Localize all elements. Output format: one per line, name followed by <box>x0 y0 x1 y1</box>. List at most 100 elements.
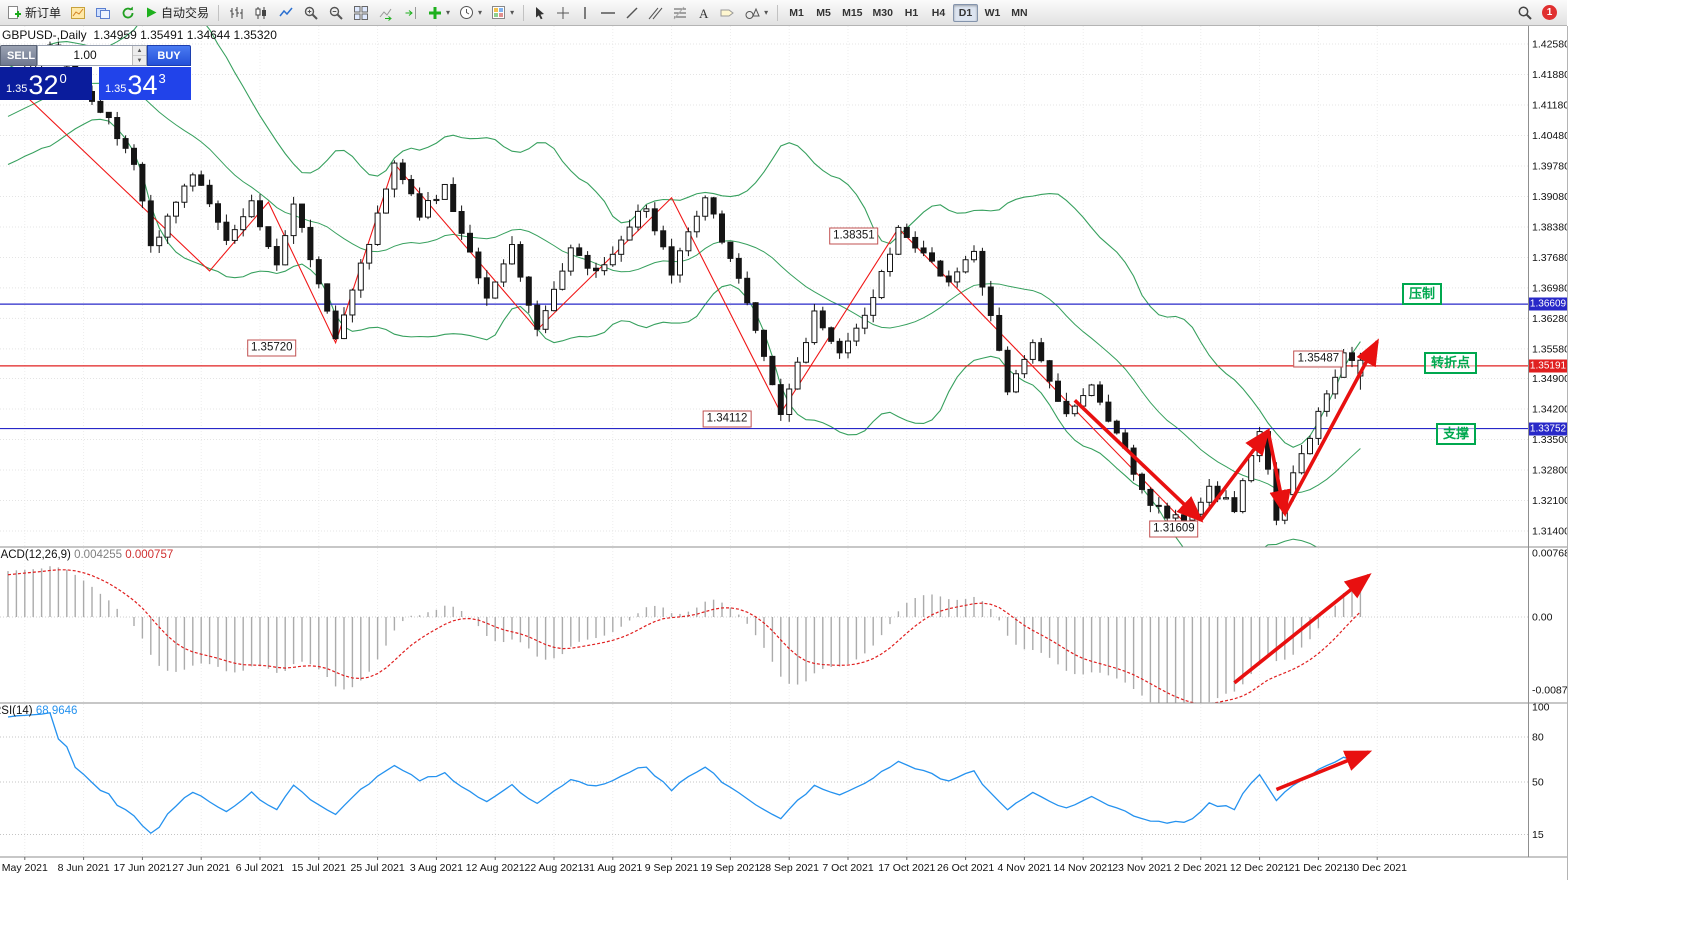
new-chart-icon <box>70 5 86 21</box>
auto-trading-button[interactable]: 自动交易 <box>141 2 213 24</box>
svg-text:25 Jul 2021: 25 Jul 2021 <box>350 862 404 874</box>
fibonacci-button[interactable] <box>668 2 692 24</box>
one-click-trade-widget: SELL 1.00 ▲ ▼ BUY 1.35 32 0 1.35 34 3 <box>0 45 191 100</box>
timeframe-mn[interactable]: MN <box>1007 4 1032 22</box>
svg-text:14 Nov 2021: 14 Nov 2021 <box>1053 862 1113 874</box>
cursor-icon <box>533 6 547 20</box>
macd-main-value: 0.004255 <box>74 549 123 561</box>
timeframe-h4[interactable]: H4 <box>926 4 951 22</box>
timeframe-w1[interactable]: W1 <box>980 4 1005 22</box>
zoom-in-icon <box>303 5 319 21</box>
horizontal-line-button[interactable] <box>596 2 620 24</box>
toolbar: 新订单 自动交易 ▾ ▾ ▾ A ▾ M1 M5 M15 M30 H1 H4 D1 W1 MN … <box>0 0 1567 26</box>
price-chart[interactable]: 1.42580 1.41880 1.41180 1.40480 1.39780 1.390… <box>0 26 1567 880</box>
trend-arrow <box>1073 399 1204 523</box>
cursor-button[interactable] <box>529 2 551 24</box>
new-order-label: 新订单 <box>25 6 62 20</box>
ask-price-display[interactable]: 1.35 34 3 <box>99 67 191 100</box>
timeframe-m15[interactable]: M15 <box>838 4 866 22</box>
rsi-name: RSI(14) <box>0 705 33 717</box>
shapes-button[interactable]: ▾ <box>740 2 772 24</box>
svg-text:6 Jul 2021: 6 Jul 2021 <box>236 862 285 874</box>
candlestick-chart-button[interactable] <box>249 2 273 24</box>
chart-shift-button[interactable] <box>399 2 423 24</box>
equidistant-channel-icon <box>648 6 663 20</box>
periods-button[interactable]: ▾ <box>455 2 486 24</box>
volume-field[interactable]: 1.00 ▲ ▼ <box>37 45 147 66</box>
timeframe-m1[interactable]: M1 <box>784 4 809 22</box>
chevron-down-icon: ▾ <box>446 8 451 17</box>
toolbar-separator <box>523 4 525 21</box>
profiles-button[interactable] <box>91 2 115 24</box>
volume-value[interactable]: 1.00 <box>73 48 97 62</box>
equidistant-channel-button[interactable] <box>644 2 667 24</box>
zoom-out-button[interactable] <box>324 2 348 24</box>
vertical-line-button[interactable] <box>575 2 595 24</box>
timeframe-group: M1 M5 M15 M30 H1 H4 D1 W1 MN <box>783 3 1033 22</box>
new-order-button[interactable]: 新订单 <box>2 2 65 24</box>
trend-arrow <box>1266 430 1291 518</box>
volume-down-button[interactable]: ▼ <box>133 56 146 65</box>
auto-scroll-icon <box>378 5 394 21</box>
svg-text:17 Oct 2021: 17 Oct 2021 <box>878 862 935 874</box>
new-chart-button[interactable] <box>66 2 90 24</box>
svg-text:2 Dec 2021: 2 Dec 2021 <box>1174 862 1228 874</box>
timeframe-m30[interactable]: M30 <box>869 4 897 22</box>
svg-text:1.35580: 1.35580 <box>1532 343 1567 355</box>
timeframe-h1[interactable]: H1 <box>899 4 924 22</box>
auto-trading-icon <box>145 6 158 19</box>
crosshair-button[interactable] <box>552 2 574 24</box>
svg-text:23 Nov 2021: 23 Nov 2021 <box>1112 862 1172 874</box>
svg-text:0.00: 0.00 <box>1532 612 1553 624</box>
indicators-button[interactable]: ▾ <box>424 2 454 24</box>
text-label-icon <box>719 6 735 20</box>
auto-scroll-button[interactable] <box>374 2 398 24</box>
bid-price-display[interactable]: 1.35 32 0 <box>0 67 92 100</box>
zigzag-line <box>24 94 1185 523</box>
text-icon: A <box>697 6 710 20</box>
trend-arrow <box>1199 427 1271 522</box>
candlestick-chart-icon <box>253 5 269 21</box>
svg-text:1.33500: 1.33500 <box>1532 434 1567 446</box>
templates-button[interactable]: ▾ <box>487 2 518 24</box>
svg-text:100: 100 <box>1532 702 1550 714</box>
ask-big-digits: 34 <box>127 70 158 100</box>
svg-text:1.41180: 1.41180 <box>1532 99 1567 111</box>
svg-text:1.34900: 1.34900 <box>1532 373 1567 385</box>
tile-windows-button[interactable] <box>349 2 373 24</box>
templates-icon <box>491 5 506 20</box>
refresh-button[interactable] <box>116 2 140 24</box>
zoom-out-icon <box>328 5 344 21</box>
notification-badge[interactable]: 1 <box>1542 5 1557 20</box>
trend-arrow <box>1283 338 1379 515</box>
timeframe-m5[interactable]: M5 <box>811 4 836 22</box>
bollinger-upper <box>7 26 1361 448</box>
svg-text:4 Nov 2021: 4 Nov 2021 <box>998 862 1052 874</box>
svg-text:1.38380: 1.38380 <box>1532 221 1567 233</box>
svg-text:30 Dec 2021: 30 Dec 2021 <box>1347 862 1407 874</box>
svg-text:15 Jul 2021: 15 Jul 2021 <box>292 862 346 874</box>
rsi-line <box>7 712 1361 835</box>
toolbar-separator <box>777 4 779 21</box>
fibonacci-icon <box>672 5 688 21</box>
svg-text:12 Aug 2021: 12 Aug 2021 <box>466 862 525 874</box>
new-order-icon <box>6 5 22 21</box>
bar-chart-button[interactable] <box>224 2 248 24</box>
svg-text:1.32800: 1.32800 <box>1532 465 1567 477</box>
text-button[interactable]: A <box>693 2 714 24</box>
indicators-icon <box>428 6 442 20</box>
sell-button[interactable]: SELL <box>0 45 37 66</box>
trendline-button[interactable] <box>621 2 643 24</box>
line-chart-button[interactable] <box>274 2 298 24</box>
timeframe-d1[interactable]: D1 <box>952 3 978 22</box>
rsi-pane <box>7 712 1361 835</box>
buy-button[interactable]: BUY <box>147 45 191 66</box>
volume-up-button[interactable]: ▲ <box>133 46 146 56</box>
zoom-in-button[interactable] <box>299 2 323 24</box>
bid-big-digits: 32 <box>28 70 59 100</box>
search-button[interactable] <box>1513 2 1537 24</box>
trend-arrow <box>1275 750 1373 792</box>
profiles-icon <box>95 5 111 21</box>
shapes-icon <box>744 5 760 21</box>
text-label-button[interactable] <box>715 2 739 24</box>
